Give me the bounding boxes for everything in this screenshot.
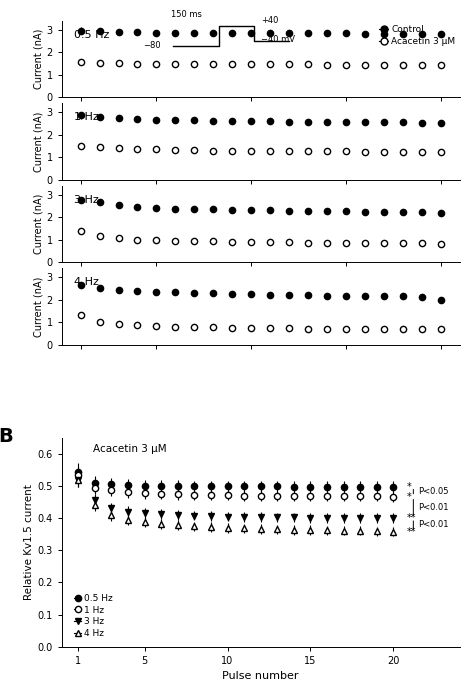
Text: 4 Hz: 4 Hz <box>73 277 99 288</box>
Text: Acacetin 3 μM: Acacetin 3 μM <box>93 444 167 454</box>
Text: P<0.01: P<0.01 <box>418 503 449 512</box>
Text: P<0.05: P<0.05 <box>418 487 449 496</box>
Y-axis label: Current (nA): Current (nA) <box>34 193 44 254</box>
Text: 0.5 Hz: 0.5 Hz <box>73 30 109 40</box>
Y-axis label: Current (nA): Current (nA) <box>34 111 44 171</box>
Y-axis label: Relative Kv1.5 current: Relative Kv1.5 current <box>25 484 35 600</box>
Text: 3 Hz: 3 Hz <box>73 195 98 205</box>
Y-axis label: Current (nA): Current (nA) <box>34 29 44 89</box>
Text: 1 Hz: 1 Hz <box>73 112 98 122</box>
Legend: 0.5 Hz, 1 Hz, 3 Hz, 4 Hz: 0.5 Hz, 1 Hz, 3 Hz, 4 Hz <box>74 594 113 638</box>
Text: B: B <box>0 427 13 447</box>
X-axis label: Pulse number: Pulse number <box>222 671 299 681</box>
Text: P<0.01: P<0.01 <box>418 520 449 529</box>
Legend: Control, Acacetin 3 μM: Control, Acacetin 3 μM <box>379 25 455 46</box>
Y-axis label: Current (nA): Current (nA) <box>34 276 44 336</box>
Text: **: ** <box>407 526 416 537</box>
Text: *: * <box>407 492 411 502</box>
Text: *: * <box>407 482 411 492</box>
Text: **: ** <box>407 513 416 523</box>
